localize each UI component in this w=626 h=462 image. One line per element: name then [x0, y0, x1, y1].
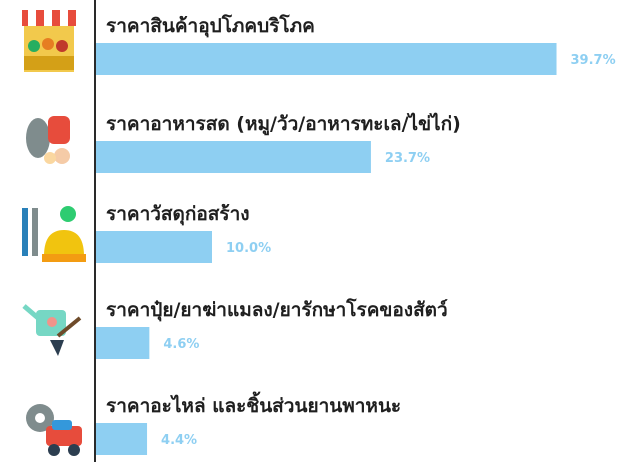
value-label: 4.4%: [161, 433, 197, 448]
bar: [96, 423, 148, 455]
value-label: 39.7%: [571, 53, 616, 68]
fertilizer-watering-can-icon: [22, 304, 82, 356]
market-stall-icon: [22, 10, 76, 72]
category-label: ราคาวัสดุก่อสร้าง: [106, 203, 250, 226]
fresh-food-icon: [26, 116, 70, 164]
category-label: ราคาอาหารสด (หมู/วัว/อาหารทะเล/ไข่ไก่): [106, 112, 461, 136]
construction-tools-icon: [22, 206, 86, 262]
category-label: ราคาสินค้าอุปโภคบริโภค: [106, 14, 315, 38]
category-label: ราคาอะไหล่ และชิ้นส่วนยานพาหนะ: [106, 391, 401, 417]
category-label: ราคาปุ๋ย/ยาฆ่าแมลง/ยารักษาโรคของสัตว์: [106, 298, 448, 322]
vehicle-parts-icon: [26, 404, 82, 456]
icons-layer: [22, 10, 86, 456]
value-label: 10.0%: [226, 241, 271, 256]
bar: [96, 327, 150, 359]
bar: [96, 231, 212, 263]
value-label: 23.7%: [385, 151, 430, 166]
bar: [96, 141, 371, 173]
bar: [96, 43, 557, 75]
bars-layer: ราคาสินค้าอุปโภคบริโภค 39.7% ราคาอาหารสด (…: [96, 14, 616, 455]
value-label: 4.6%: [163, 337, 199, 352]
